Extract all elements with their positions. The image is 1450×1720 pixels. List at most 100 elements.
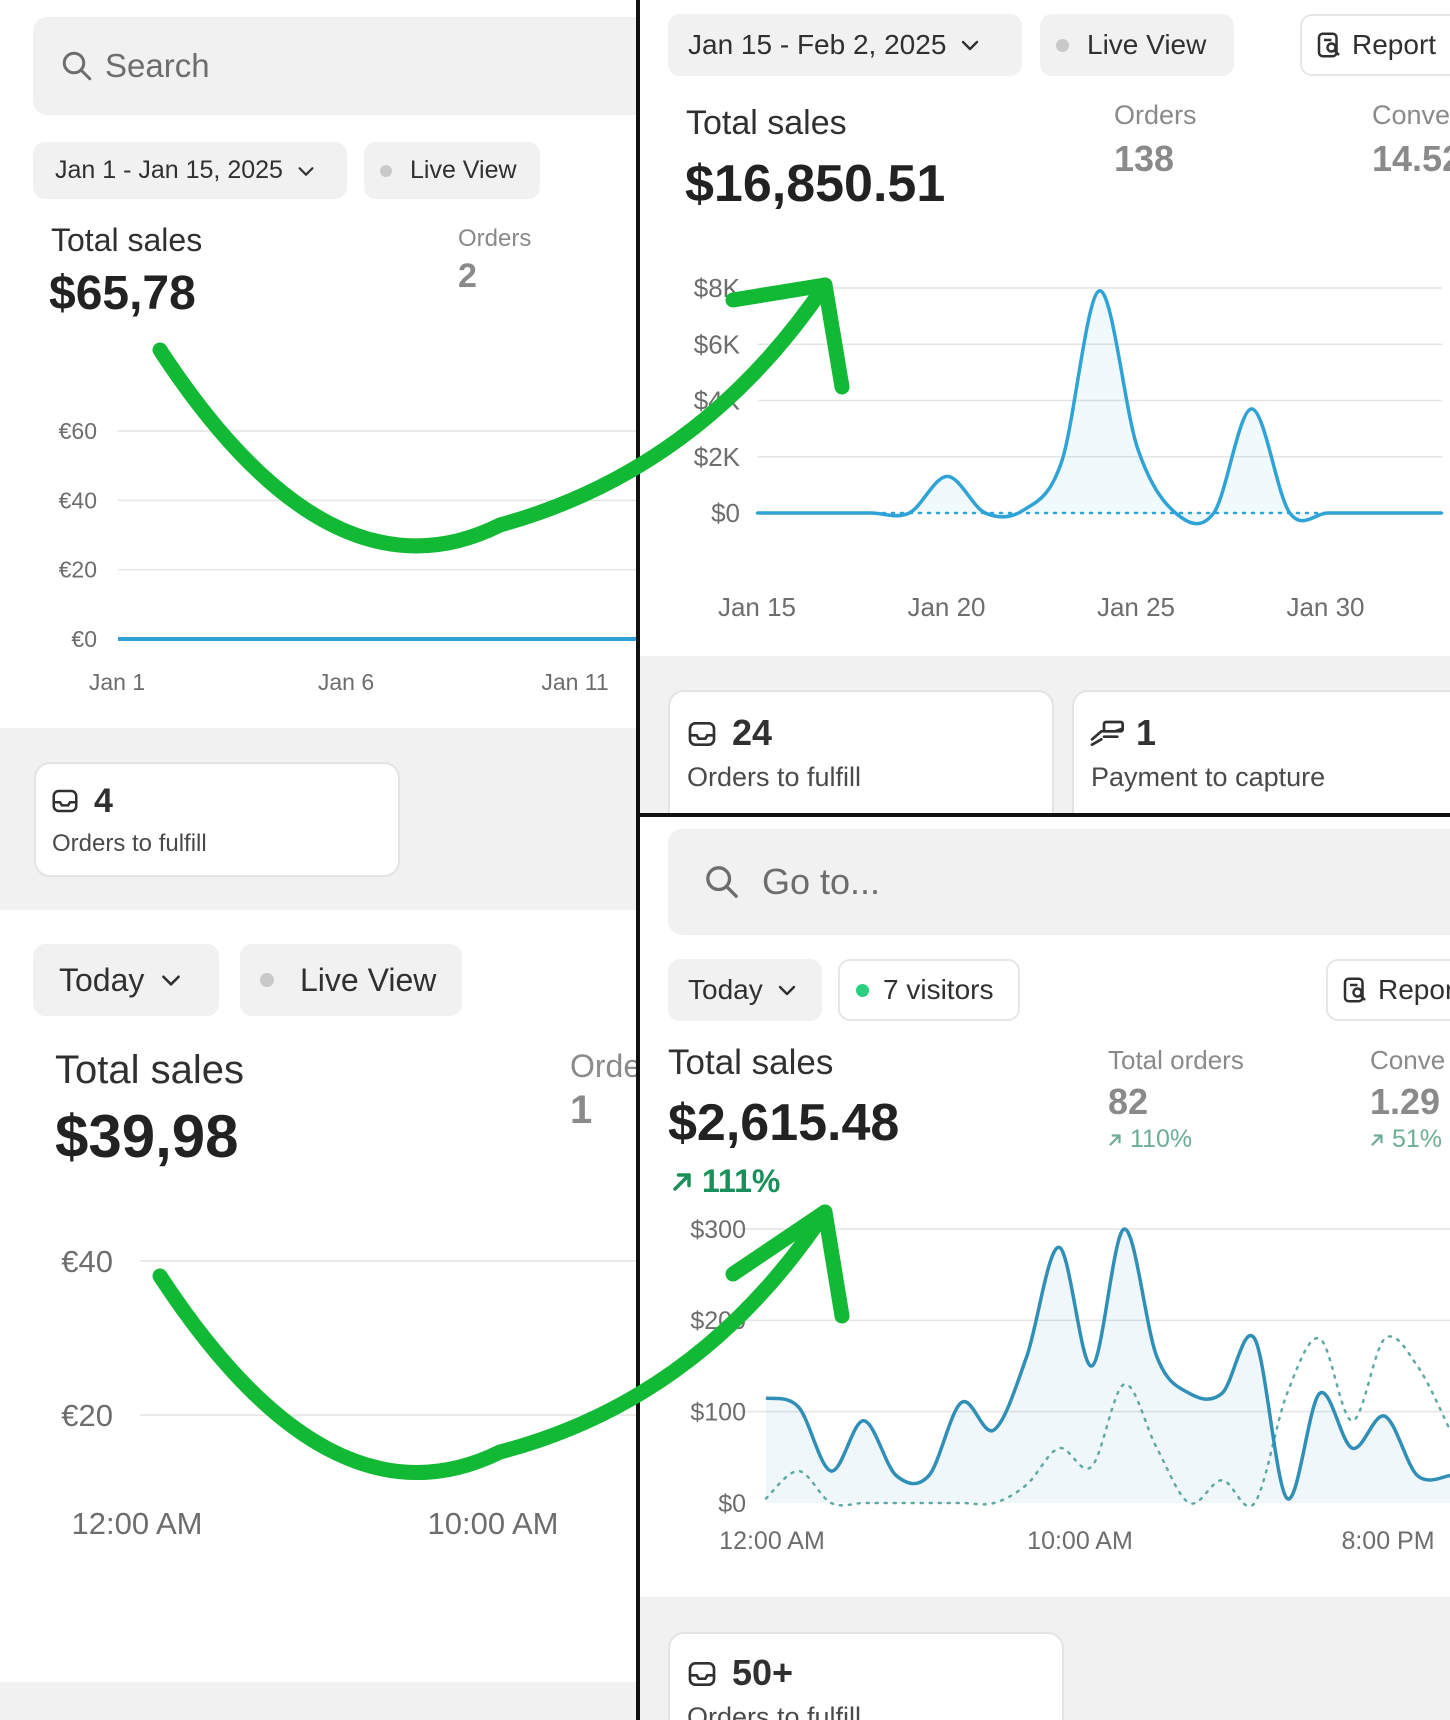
x-tick-label: 10:00 AM xyxy=(1027,1527,1133,1555)
period-picker[interactable]: Today xyxy=(33,944,219,1016)
comparison-series-line xyxy=(764,1335,1450,1508)
report-label: Repor xyxy=(1378,974,1450,1005)
period-label: Today xyxy=(688,974,763,1005)
conversion-label: Conve xyxy=(1372,100,1450,130)
sales-series-area xyxy=(766,1228,1450,1503)
go-to-search-bar[interactable]: Go to... xyxy=(668,829,1450,935)
x-tick-label: Jan 15 xyxy=(718,592,796,622)
x-tick-label: Jan 11 xyxy=(541,669,608,695)
payment-to-capture-card[interactable]: 1 Payment to capture xyxy=(1072,690,1450,813)
conversion-change: 51% xyxy=(1368,1125,1442,1154)
date-range-picker[interactable]: Jan 15 - Feb 2, 2025 xyxy=(668,14,1022,76)
total-sales-value: $65,78 xyxy=(49,267,196,320)
date-range-picker[interactable]: Jan 1 - Jan 15, 2025 xyxy=(33,142,347,199)
inbox-icon xyxy=(52,789,78,813)
total-sales-value: $16,850.51 xyxy=(685,155,946,213)
orders-to-fulfill-card[interactable]: 24 Orders to fulfill xyxy=(668,690,1054,813)
search-icon xyxy=(62,51,92,81)
fulfill-label: Orders to fulfill xyxy=(687,762,862,792)
orders-value: 138 xyxy=(1114,138,1175,179)
total-sales-value: $39,98 xyxy=(55,1103,239,1170)
orders-to-fulfill-card[interactable]: 4 Orders to fulfill xyxy=(34,762,400,877)
visitors-label: 7 visitors xyxy=(883,974,994,1005)
fulfill-label: Orders to fulfill xyxy=(52,830,207,857)
inbox-icon xyxy=(688,722,716,746)
live-visitors-button[interactable]: 7 visitors xyxy=(838,959,1020,1021)
y-tick-label: €20 xyxy=(61,1398,113,1433)
live-view-button[interactable]: Live View xyxy=(240,944,462,1016)
sales-chart: €60 €40 €20 €0 Jan 1 Jan 6 Jan 11 xyxy=(59,418,636,695)
cards-area xyxy=(0,1682,636,1720)
search-icon xyxy=(706,866,738,898)
sales-series-line xyxy=(765,1227,1450,1501)
horizontal-divider xyxy=(640,813,1450,817)
total-orders-change: 110% xyxy=(1106,1125,1192,1154)
x-tick-label: Jan 30 xyxy=(1286,592,1364,622)
fulfill-count: 24 xyxy=(732,712,773,753)
x-tick-label: Jan 6 xyxy=(318,669,374,695)
report-icon xyxy=(1343,977,1366,1003)
x-tick-label: 10:00 AM xyxy=(428,1506,559,1541)
live-view-label: Live View xyxy=(410,156,517,184)
conversion-value: 1.29 xyxy=(1370,1081,1441,1122)
orders-label: Orde xyxy=(570,1048,636,1084)
transition-arrow-top xyxy=(152,277,833,554)
sales-series-line xyxy=(757,289,1442,526)
live-view-button[interactable]: Live View xyxy=(364,142,540,199)
arrow-up-right-icon xyxy=(1109,1133,1121,1146)
date-range-label: Jan 1 - Jan 15, 2025 xyxy=(55,156,283,184)
vertical-divider xyxy=(636,0,640,1720)
total-orders-change-value: 110% xyxy=(1130,1125,1193,1153)
panel-after-jan: Jan 15 - Feb 2, 2025 Live View Report To… xyxy=(640,0,1450,813)
period-label: Today xyxy=(59,961,145,998)
date-range-label: Jan 15 - Feb 2, 2025 xyxy=(688,29,947,60)
x-tick-label: 12:00 AM xyxy=(72,1506,203,1541)
search-bar[interactable]: Search xyxy=(33,17,636,115)
report-button[interactable]: Report xyxy=(1300,14,1450,76)
report-label: Report xyxy=(1352,29,1437,60)
period-picker[interactable]: Today xyxy=(668,959,822,1021)
sales-chart: €40 €20 €0 12:00 AM 10:00 AM xyxy=(61,1244,636,1554)
chevron-down-icon xyxy=(962,40,979,51)
x-tick-label: 12:00 AM xyxy=(719,1527,825,1555)
chevron-down-icon xyxy=(298,166,314,176)
report-icon xyxy=(1317,32,1340,58)
x-tick-label: Jan 20 xyxy=(907,592,985,622)
y-tick-label: $0 xyxy=(718,1490,746,1518)
conversion-value: 14.52 xyxy=(1372,138,1450,179)
live-view-label: Live View xyxy=(300,961,437,998)
status-dot-icon xyxy=(380,164,392,177)
y-tick-label: €60 xyxy=(59,418,97,444)
inbox-icon xyxy=(688,1662,716,1686)
total-sales-label: Total sales xyxy=(668,1043,834,1082)
total-sales-value: $2,615.48 xyxy=(668,1094,900,1152)
payment-label: Payment to capture xyxy=(1091,762,1326,792)
payment-count: 1 xyxy=(1136,712,1157,753)
y-tick-label: €40 xyxy=(59,487,97,513)
sales-series-area xyxy=(757,290,1442,524)
arrow-head-bottom xyxy=(725,1204,850,1324)
search-placeholder: Go to... xyxy=(762,861,881,902)
total-orders-value: 82 xyxy=(1108,1081,1149,1122)
y-tick-label: $300 xyxy=(690,1216,746,1244)
total-sales-change: 111% xyxy=(668,1163,780,1200)
live-view-label: Live View xyxy=(1087,29,1207,60)
orders-to-fulfill-card[interactable]: 50+ Orders to fulfill xyxy=(668,1632,1064,1720)
total-sales-label: Total sales xyxy=(686,104,847,142)
arrow-up-right-icon xyxy=(673,1172,691,1191)
total-sales-label: Total sales xyxy=(55,1048,244,1092)
panel-before-today: Today Live View Total sales $39,98 Orde … xyxy=(0,914,636,1720)
orders-value: 2 xyxy=(458,257,477,295)
search-placeholder: Search xyxy=(105,47,210,84)
status-dot-icon xyxy=(1056,38,1069,52)
y-tick-label: $6K xyxy=(694,329,741,359)
chevron-down-icon xyxy=(778,985,795,996)
report-button[interactable]: Repor xyxy=(1326,959,1450,1021)
orders-label: Orders xyxy=(1114,100,1197,130)
y-tick-label: $0 xyxy=(711,498,740,528)
live-view-button[interactable]: Live View xyxy=(1040,14,1234,76)
orders-label: Orders xyxy=(458,225,532,252)
status-dot-icon xyxy=(260,973,274,987)
x-tick-label: Jan 25 xyxy=(1097,592,1175,622)
